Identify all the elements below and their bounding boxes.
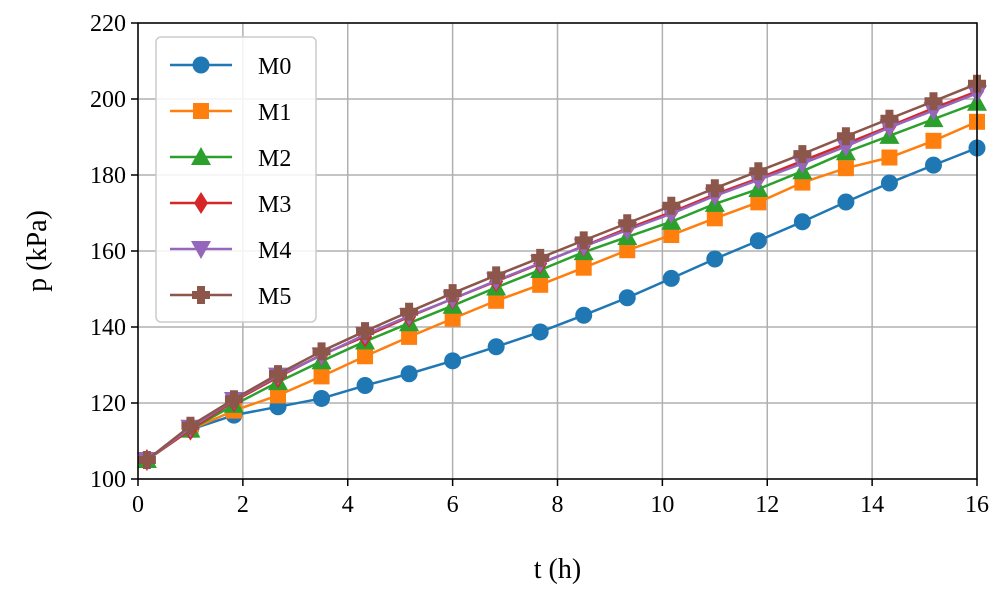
data-point-m1 [357,348,374,365]
x-tick-label: 2 [237,492,249,518]
data-point-m0 [400,365,418,383]
data-point-m5 [531,248,550,267]
y-tick-label: 160 [90,239,126,265]
data-point-m5 [924,92,943,111]
series-layer [136,74,987,471]
x-tick-label: 10 [650,492,674,518]
data-point-m0 [356,377,374,395]
data-point-m5 [269,365,288,384]
data-point-m1 [663,227,680,244]
x-tick-label: 14 [860,492,884,518]
y-tick-label: 180 [90,163,126,189]
data-point-m0 [706,250,724,268]
legend-label: M4 [258,238,291,264]
data-point-m5 [487,266,506,285]
data-point-m1 [444,310,461,327]
data-point-m5 [880,109,899,128]
x-axis-label: t (h) [534,554,581,585]
legend-item-m5: M5 [170,284,291,310]
legend-item-m2: M2 [170,146,291,172]
data-point-m4 [879,119,900,138]
data-point-m5 [836,127,855,146]
data-point-m4 [923,102,944,121]
data-point-m5 [793,145,812,164]
data-point-m4 [792,155,813,174]
data-point-m4 [748,171,769,190]
data-point-m1 [488,292,505,309]
data-point-m5 [400,302,419,321]
data-point-m5 [618,214,637,233]
legend: M0 M1 M2 M3 M4 M5 [155,36,317,323]
data-point-m5 [749,162,768,181]
data-point-m1 [575,259,592,276]
legend-marker [191,147,211,165]
legend-item-m1: M1 [170,100,291,126]
data-point-m0 [444,352,462,370]
legend-marker [191,241,211,259]
y-tick-label: 200 [90,87,126,113]
data-point-m5 [356,322,375,341]
legend-marker [192,286,210,304]
x-tick-label: 4 [342,492,354,518]
legend-label: M3 [258,192,291,218]
legend-marker [194,192,208,214]
legend-label: M2 [258,146,291,172]
legend-label: M0 [258,54,291,80]
x-tick-label: 16 [965,492,989,518]
legend-item-m4: M4 [170,238,291,264]
legend-box [155,36,317,323]
data-point-m5 [181,416,200,435]
legend-item-m0: M0 [170,54,291,80]
data-point-m0 [618,289,636,307]
legend-marker [192,56,210,74]
data-point-m1 [313,368,330,385]
y-tick-label: 140 [90,315,126,341]
legend-marker [193,103,209,119]
data-point-m0 [793,213,811,231]
data-point-m1 [750,194,767,211]
tick-layer: 0 2 4 6 8 10 12 14 16 100 120 140 160 180 200 220 [90,11,989,518]
data-point-m1 [925,132,942,149]
x-tick-label: 0 [132,492,144,518]
y-tick-label: 120 [90,391,126,417]
data-point-m0 [313,389,331,407]
data-point-m5 [574,231,593,250]
data-point-m5 [705,179,724,198]
data-point-m5 [137,451,156,469]
y-tick-label: 100 [90,467,126,493]
legend-item-m3: M3 [170,192,291,218]
data-point-m0 [880,174,898,192]
data-point-m1 [619,242,636,259]
y-tick-label: 220 [90,11,126,37]
data-point-m1 [270,387,287,404]
data-point-m5 [224,390,243,409]
data-point-m5 [312,342,331,361]
data-point-m0 [924,156,942,174]
data-point-m0 [837,193,855,211]
y-axis-label: p (kPa) [22,210,53,292]
data-point-m0 [662,269,680,287]
data-point-m0 [749,232,767,250]
data-point-m1 [401,328,418,345]
data-point-m1 [837,160,854,177]
data-point-m5 [443,284,462,303]
data-point-m1 [532,276,549,293]
data-point-m1 [706,210,723,227]
x-tick-label: 6 [447,492,459,518]
data-point-m5 [662,196,681,215]
data-point-m0 [487,338,505,356]
x-tick-label: 8 [552,492,564,518]
legend-label: M5 [258,284,291,310]
data-point-m1 [881,149,898,166]
data-point-m0 [575,306,593,324]
data-point-m4 [835,138,856,157]
legend-label: M1 [258,100,291,126]
data-point-m0 [531,323,549,341]
x-tick-label: 12 [755,492,779,518]
